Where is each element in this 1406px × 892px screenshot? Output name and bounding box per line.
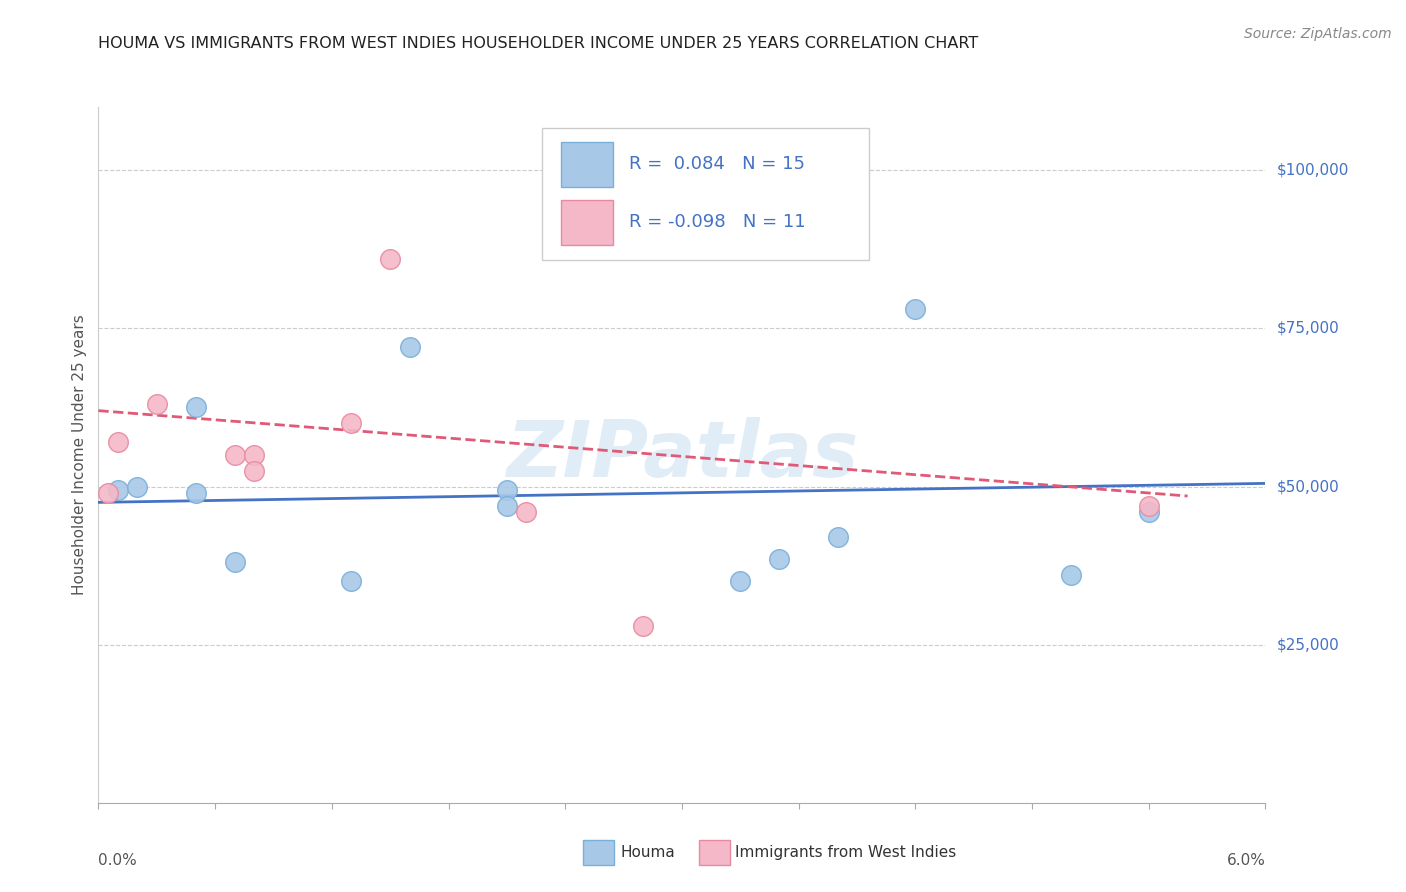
- Y-axis label: Householder Income Under 25 years: Householder Income Under 25 years: [72, 315, 87, 595]
- Point: [184, 401, 207, 415]
- Point: [904, 302, 927, 317]
- Text: Immigrants from West Indies: Immigrants from West Indies: [735, 846, 956, 860]
- Point: [107, 435, 129, 450]
- Point: [515, 505, 537, 519]
- Point: [1060, 568, 1083, 582]
- Text: $100,000: $100,000: [1277, 163, 1348, 178]
- Point: [827, 530, 849, 544]
- Point: [496, 499, 519, 513]
- Point: [730, 574, 752, 589]
- Point: [1137, 499, 1160, 513]
- Text: $25,000: $25,000: [1277, 637, 1340, 652]
- Point: [97, 486, 120, 500]
- Point: [224, 556, 246, 570]
- Point: [1137, 505, 1160, 519]
- Point: [496, 483, 519, 497]
- Point: [631, 618, 654, 632]
- Point: [398, 340, 420, 354]
- Point: [127, 479, 149, 493]
- Point: [378, 252, 402, 266]
- Point: [340, 574, 363, 589]
- Text: R =  0.084   N = 15: R = 0.084 N = 15: [630, 155, 806, 173]
- Text: HOUMA VS IMMIGRANTS FROM WEST INDIES HOUSEHOLDER INCOME UNDER 25 YEARS CORRELATI: HOUMA VS IMMIGRANTS FROM WEST INDIES HOU…: [98, 36, 979, 51]
- Point: [107, 483, 129, 497]
- Point: [184, 486, 207, 500]
- Text: $50,000: $50,000: [1277, 479, 1340, 494]
- FancyBboxPatch shape: [541, 128, 869, 260]
- Point: [243, 464, 266, 478]
- Point: [340, 417, 363, 431]
- FancyBboxPatch shape: [561, 200, 613, 244]
- Point: [224, 448, 246, 462]
- Point: [146, 397, 169, 411]
- Text: Houma: Houma: [620, 846, 675, 860]
- Text: ZIPatlas: ZIPatlas: [506, 417, 858, 493]
- Point: [768, 552, 790, 566]
- Text: Source: ZipAtlas.com: Source: ZipAtlas.com: [1244, 27, 1392, 41]
- Point: [243, 448, 266, 462]
- FancyBboxPatch shape: [561, 142, 613, 187]
- Text: 6.0%: 6.0%: [1226, 854, 1265, 869]
- Text: R = -0.098   N = 11: R = -0.098 N = 11: [630, 213, 806, 231]
- Text: $75,000: $75,000: [1277, 321, 1340, 336]
- Text: 0.0%: 0.0%: [98, 854, 138, 869]
